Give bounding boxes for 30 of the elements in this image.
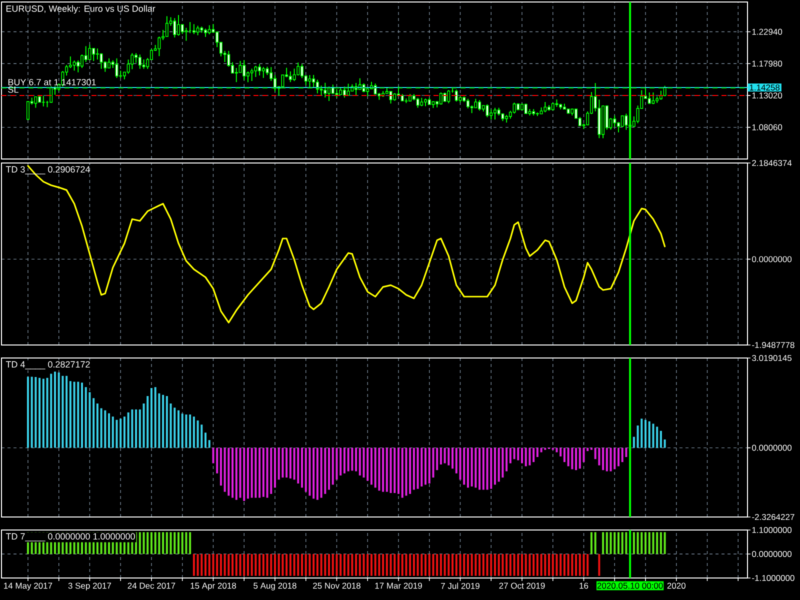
x-tick-label: 5 Aug 2018 [254,582,296,590]
y-tick-label: 1.17980 [752,60,782,67]
ref-line-label: 1.14258 [750,84,780,91]
chart-title: EURUSD, Weekly: Euro vs US Dollar [6,5,156,14]
y-tick-label: 1.1000000 [752,527,792,534]
ref-line-label: 2020.05.10 00:00 [597,582,663,589]
y-tick-label: 0.0000000 [752,444,792,451]
x-tick-label: 17 Mar 2019 [375,582,422,589]
chart-title: TD 4____ 0.2827172 [6,361,90,370]
x-tick-label: 27 Oct 2019 [499,582,545,589]
y-tick-label: 3.0190145 [752,355,792,362]
x-tick-label: 7 Jul 2019 [441,582,480,589]
ref-line-label: SL [8,86,18,93]
y-tick-label: -1.1000000 [752,575,794,582]
y-tick-label: 0.0000000 [752,256,792,262]
x-tick-label: 16 [580,582,588,589]
y-tick-label: 1.13020 [752,92,782,98]
x-tick-label: 24 Dec 2017 [128,582,176,589]
x-tick-label: 3 Sep 2017 [68,582,112,590]
y-tick-label: 1.22940 [752,28,782,35]
x-tick-label: 2020 [667,582,686,589]
y-tick-label: -2.3264227 [752,514,794,520]
x-tick-label: 14 May 2017 [4,582,52,590]
y-tick-label: 1.08060 [752,124,782,130]
x-tick-label: 15 Apr 2018 [190,582,236,590]
y-tick-label: -1.9487778 [752,342,794,348]
x-tick-label: 25 Nov 2018 [313,582,360,589]
chart-title: TD 7____ 0.0000000 1.0000000 [6,533,135,542]
y-tick-label: 2.1846374 [752,160,792,166]
y-tick-label: 0.0000000 [752,551,792,558]
